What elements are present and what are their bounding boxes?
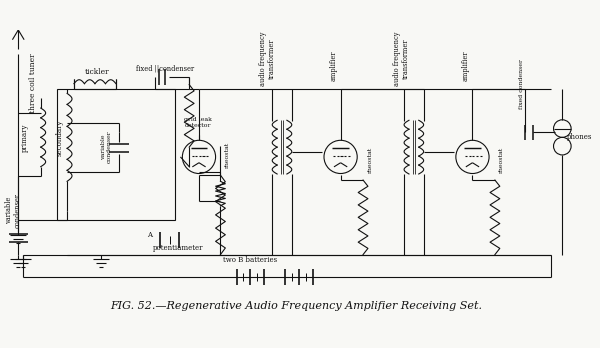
Text: grid leak
detector: grid leak detector bbox=[184, 117, 212, 128]
Text: variable
condenser: variable condenser bbox=[101, 131, 112, 164]
Text: tickler: tickler bbox=[85, 68, 110, 76]
Bar bbox=[58, 88, 175, 220]
Text: amplifier: amplifier bbox=[461, 51, 470, 81]
Text: two B batteries: two B batteries bbox=[223, 256, 277, 264]
Text: rheostat: rheostat bbox=[225, 141, 230, 168]
Text: amplifier: amplifier bbox=[330, 51, 338, 81]
Text: fixed condenser: fixed condenser bbox=[519, 59, 524, 109]
Text: primary: primary bbox=[21, 123, 29, 152]
Text: rheostat: rheostat bbox=[367, 146, 373, 173]
Text: potentiameter: potentiameter bbox=[153, 244, 203, 252]
Text: FIG. 52.—Regenerative Audio Frequency Amplifier Receiving Set.: FIG. 52.—Regenerative Audio Frequency Am… bbox=[110, 301, 482, 311]
Text: three coil tuner: three coil tuner bbox=[29, 54, 37, 113]
Text: secondary: secondary bbox=[55, 119, 64, 156]
Text: rheostat: rheostat bbox=[499, 146, 504, 173]
Text: A: A bbox=[147, 231, 152, 239]
Text: audio frequency
transformer: audio frequency transformer bbox=[392, 32, 410, 87]
Text: audio frequency
transformer: audio frequency transformer bbox=[259, 32, 276, 87]
Text: phones: phones bbox=[567, 133, 593, 141]
Text: variable
condenser: variable condenser bbox=[5, 193, 22, 228]
Text: fixed ||condenser: fixed ||condenser bbox=[136, 65, 194, 73]
